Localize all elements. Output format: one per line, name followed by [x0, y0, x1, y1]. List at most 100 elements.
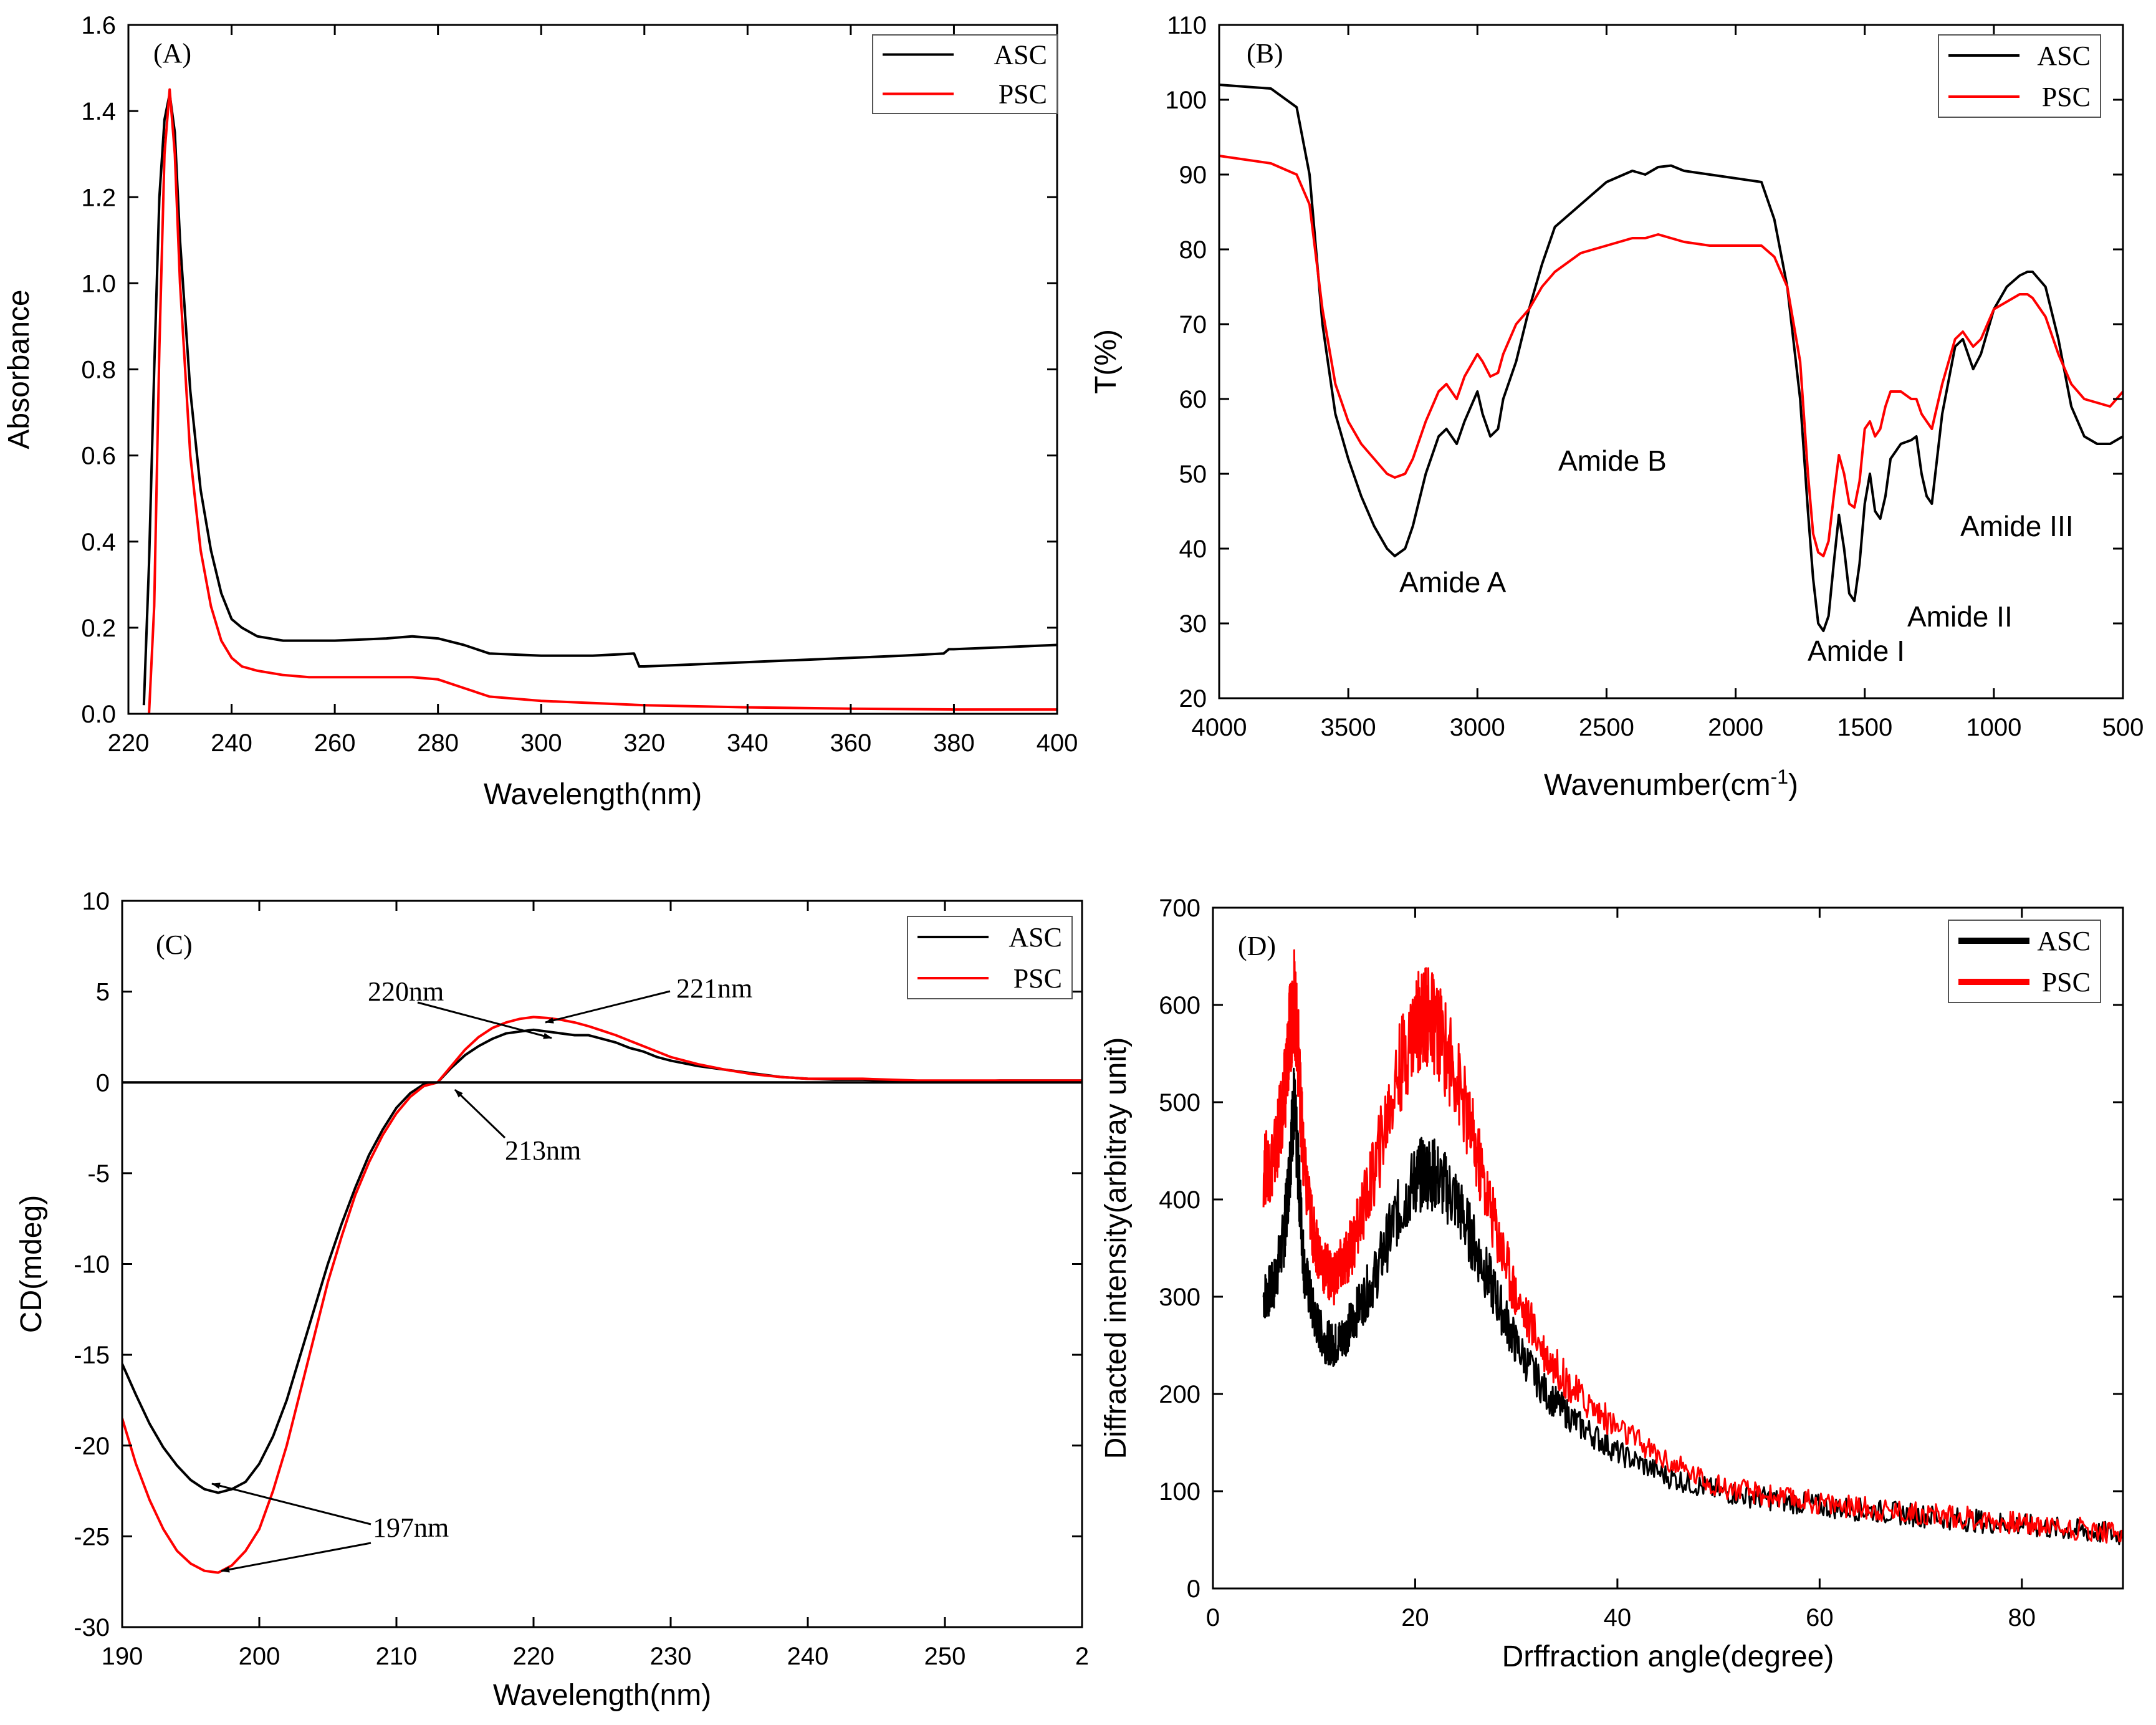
- annotation-arrow: [545, 990, 671, 1024]
- annotation-213nm: 213nm: [505, 1135, 581, 1166]
- x-tick-label: 210: [376, 1643, 418, 1670]
- series-line-asc: [1219, 84, 2123, 632]
- plot-area: [1219, 84, 2123, 632]
- x-tick-label: 220: [108, 729, 150, 757]
- x-axis-label: Wavelength(nm): [493, 1679, 711, 1712]
- y-axis-label: T(%): [1090, 329, 1123, 394]
- y-tick-label: -15: [74, 1342, 110, 1369]
- legend-box: [1948, 920, 2101, 1003]
- y-tick-label: 100: [1165, 87, 1207, 114]
- y-tick-label: 30: [1179, 610, 1207, 638]
- y-tick-label: -20: [74, 1433, 110, 1460]
- legend-label-asc: ASC: [2037, 41, 2091, 71]
- y-tick-label: 1.6: [81, 12, 116, 39]
- y-tick-label: 1.0: [81, 270, 116, 297]
- x-axis-label: Drffraction angle(degree): [1502, 1640, 1834, 1673]
- x-tick-label: 260: [314, 729, 356, 757]
- panel-b: 4000 3500 3000 2500 2000 1500 1000 500 20 30 40 50 6…: [1090, 12, 2144, 802]
- x-tick-label: 230: [650, 1643, 692, 1670]
- legend-label-asc: ASC: [1009, 922, 1062, 953]
- x-tick-label: 380: [933, 729, 975, 757]
- y-tick-label: 60: [1179, 386, 1207, 413]
- series-line-psc: [122, 1016, 1082, 1574]
- panel-c: 190 200 210 220 230 240 250 2 -30 -25 -20 -15 -10 -5 0…: [15, 888, 1089, 1712]
- y-axis-label: CD(mdeg): [15, 1195, 48, 1333]
- annotation-221nm: 221nm: [676, 973, 752, 1004]
- annotation-amide-ii: Amide II: [1907, 600, 2013, 633]
- y-tick-label: 0.8: [81, 357, 116, 384]
- x-axis-label: Wavelength(nm): [484, 778, 702, 811]
- x-tick-label: 280: [417, 729, 459, 757]
- x-tick-label: 190: [102, 1643, 143, 1670]
- legend: ASC PSC: [907, 916, 1073, 999]
- legend-box: [1938, 34, 2101, 118]
- series-line-psc: [1262, 949, 2123, 1544]
- legend-label-asc: ASC: [2037, 926, 2091, 956]
- y-tick-label: -10: [74, 1251, 110, 1279]
- x-tick-label: 360: [830, 729, 872, 757]
- y-tick-label: 100: [1159, 1478, 1200, 1506]
- x-tick-label: 320: [623, 729, 665, 757]
- y-tick-label: 500: [1159, 1089, 1200, 1117]
- x-tick-label: 250: [924, 1643, 966, 1670]
- annotation-amide-a: Amide A: [1399, 566, 1507, 598]
- x-tick-label: 1500: [1837, 714, 1892, 741]
- x-tick-label: 340: [727, 729, 769, 757]
- x-tick-label: 0: [1206, 1604, 1220, 1631]
- x-tick-label: 300: [520, 729, 562, 757]
- y-tick-label: 0.6: [81, 443, 116, 470]
- y-tick-label: 70: [1179, 311, 1207, 339]
- annotation-arrow: [417, 1001, 552, 1039]
- x-tick-label: 500: [2102, 714, 2144, 741]
- panel-label: (D): [1238, 931, 1276, 961]
- y-tick-label: 0.4: [81, 529, 116, 556]
- y-tick-label: -25: [74, 1523, 110, 1550]
- x-tick-label: 2000: [1708, 714, 1763, 741]
- panel-a: 220 240 260 280 300 320 340 360 380 400 0.0 0.2 0.4 0…: [2, 12, 1078, 811]
- x-tick-label: 60: [1806, 1604, 1834, 1631]
- legend-box: [872, 34, 1058, 114]
- plot-area: [122, 1016, 1082, 1574]
- x-tick-label: 1000: [1966, 714, 2021, 741]
- legend: ASC PSC: [1948, 920, 2101, 1003]
- y-tick-label: 80: [1179, 236, 1207, 264]
- x-tick-label: 2: [1075, 1643, 1089, 1670]
- y-tick-label: 300: [1159, 1284, 1200, 1311]
- panel-label: (B): [1247, 38, 1283, 69]
- y-tick-label: 0.0: [81, 701, 116, 728]
- y-tick-label: 600: [1159, 992, 1200, 1019]
- y-tick-label: 1.4: [81, 98, 116, 125]
- y-tick-label: 40: [1179, 536, 1207, 563]
- x-tick-label: 240: [211, 729, 252, 757]
- legend: ASC PSC: [1938, 34, 2101, 118]
- y-tick-label: 200: [1159, 1381, 1200, 1408]
- x-tick-label: 400: [1037, 729, 1078, 757]
- y-tick-label: 10: [82, 888, 110, 915]
- legend-label-asc: ASC: [994, 40, 1047, 70]
- legend-label-psc: PSC: [1013, 963, 1062, 994]
- annotation-amide-iii: Amide III: [1960, 510, 2074, 542]
- panel-label: (A): [153, 38, 191, 69]
- y-axis-label: Absorbance: [2, 289, 36, 449]
- x-tick-label: 240: [787, 1643, 829, 1670]
- y-tick-label: 0.2: [81, 615, 116, 642]
- y-axis-label: Diffracted intensity(arbitray unit): [1100, 1037, 1133, 1459]
- y-tick-label: -30: [74, 1614, 110, 1641]
- y-tick-label: 400: [1159, 1186, 1200, 1214]
- x-tick-label: 80: [2008, 1604, 2036, 1631]
- y-tick-label: 0: [96, 1069, 110, 1097]
- legend: ASC PSC: [872, 34, 1058, 114]
- annotation-197nm: 197nm: [373, 1512, 449, 1543]
- plot-frame: [1218, 24, 2124, 699]
- annotation-arrow: [454, 1088, 506, 1139]
- annotation-arrow: [211, 1482, 371, 1526]
- annotation-amide-b: Amide B: [1558, 444, 1667, 477]
- x-tick-label: 3500: [1321, 714, 1376, 741]
- plot-area: [142, 88, 1057, 714]
- annotation-amide-i: Amide I: [1808, 635, 1905, 667]
- x-tick-label: 40: [1604, 1604, 1632, 1631]
- series-line-psc: [148, 88, 1057, 714]
- legend-box: [907, 916, 1073, 999]
- x-tick-label: 20: [1401, 1604, 1429, 1631]
